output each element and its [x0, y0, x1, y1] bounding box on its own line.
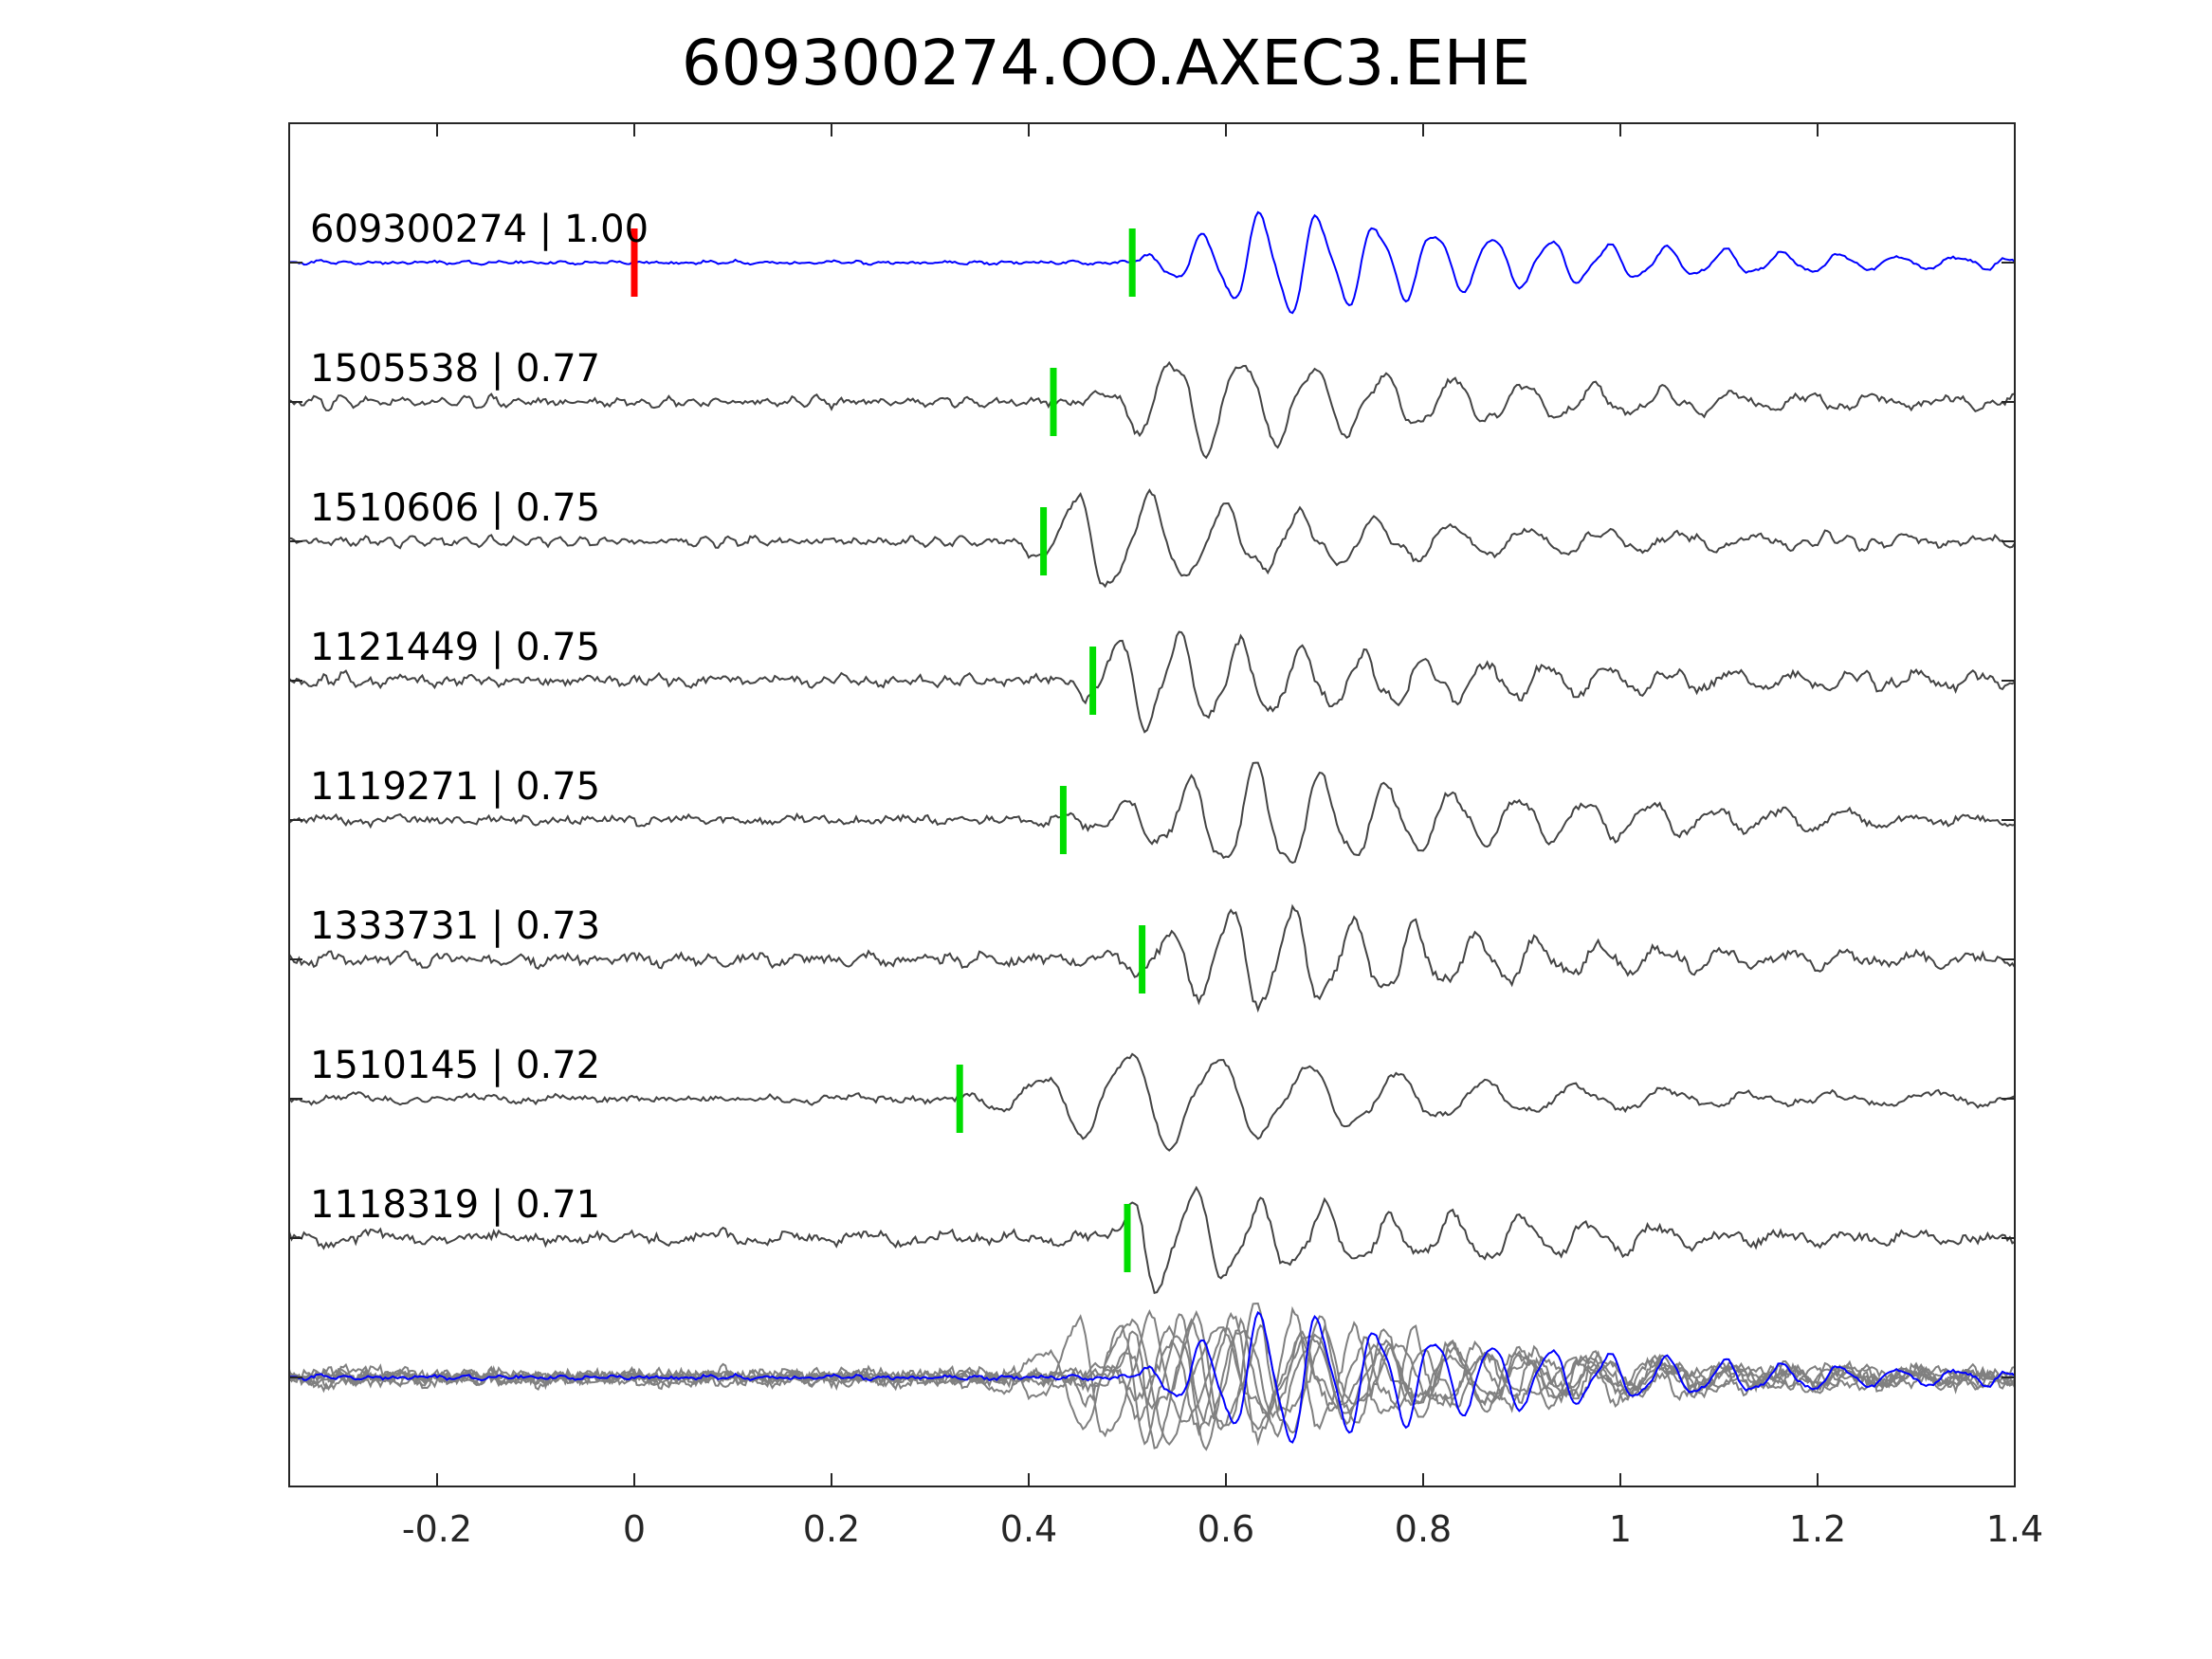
trace-label: 1333731 | 0.73 — [310, 904, 600, 948]
x-tick-label: 1.4 — [1986, 1508, 2043, 1550]
trace-label: 609300274 | 1.00 — [310, 208, 649, 251]
trace-label: 1119271 | 0.75 — [310, 765, 600, 809]
x-tick-label: 0.2 — [803, 1508, 860, 1550]
trace-line — [288, 1185, 2016, 1295]
trace-line — [288, 1052, 2016, 1152]
chart-title: 609300274.OO.AXEC3.EHE — [681, 27, 1531, 100]
x-tick-label: 1.2 — [1789, 1508, 1846, 1550]
stack-overlay — [288, 1302, 2016, 1451]
x-tick-label: 0 — [623, 1508, 646, 1550]
trace-label: 1510606 | 0.75 — [310, 486, 600, 530]
trace-line — [288, 210, 2016, 315]
overlay-trace — [288, 1309, 2016, 1449]
overlay-template-trace — [288, 1310, 2016, 1444]
x-tick-label: 0.4 — [1000, 1508, 1057, 1550]
x-axis-ticks: -0.2 0 0.2 0.4 0.6 0.8 1 1.2 1.4 — [402, 123, 2043, 1550]
trace-line — [288, 630, 2016, 734]
trace-line — [288, 903, 2016, 1013]
trace-line — [288, 488, 2016, 589]
trace-label: 1121449 | 0.75 — [310, 626, 600, 669]
trace-line — [288, 761, 2016, 865]
axes-frame — [288, 122, 2016, 1487]
trace-label: 1505538 | 0.77 — [310, 347, 600, 391]
trace-label: 1118319 | 0.71 — [310, 1183, 600, 1227]
trace-group — [288, 210, 2016, 1295]
marker-group — [631, 228, 1146, 1272]
overlay-trace — [288, 1318, 2016, 1446]
overlay-trace — [288, 1305, 2016, 1447]
x-tick-label: -0.2 — [402, 1508, 472, 1550]
x-tick-label: 1 — [1609, 1508, 1632, 1550]
x-tick-label: 0.6 — [1197, 1508, 1254, 1550]
trace-line — [288, 360, 2016, 460]
trace-label-group: 609300274 | 1.00 1505538 | 0.77 1510606 | … — [310, 208, 649, 1227]
trace-label: 1510145 | 0.72 — [310, 1044, 600, 1087]
x-tick-label: 0.8 — [1395, 1508, 1452, 1550]
